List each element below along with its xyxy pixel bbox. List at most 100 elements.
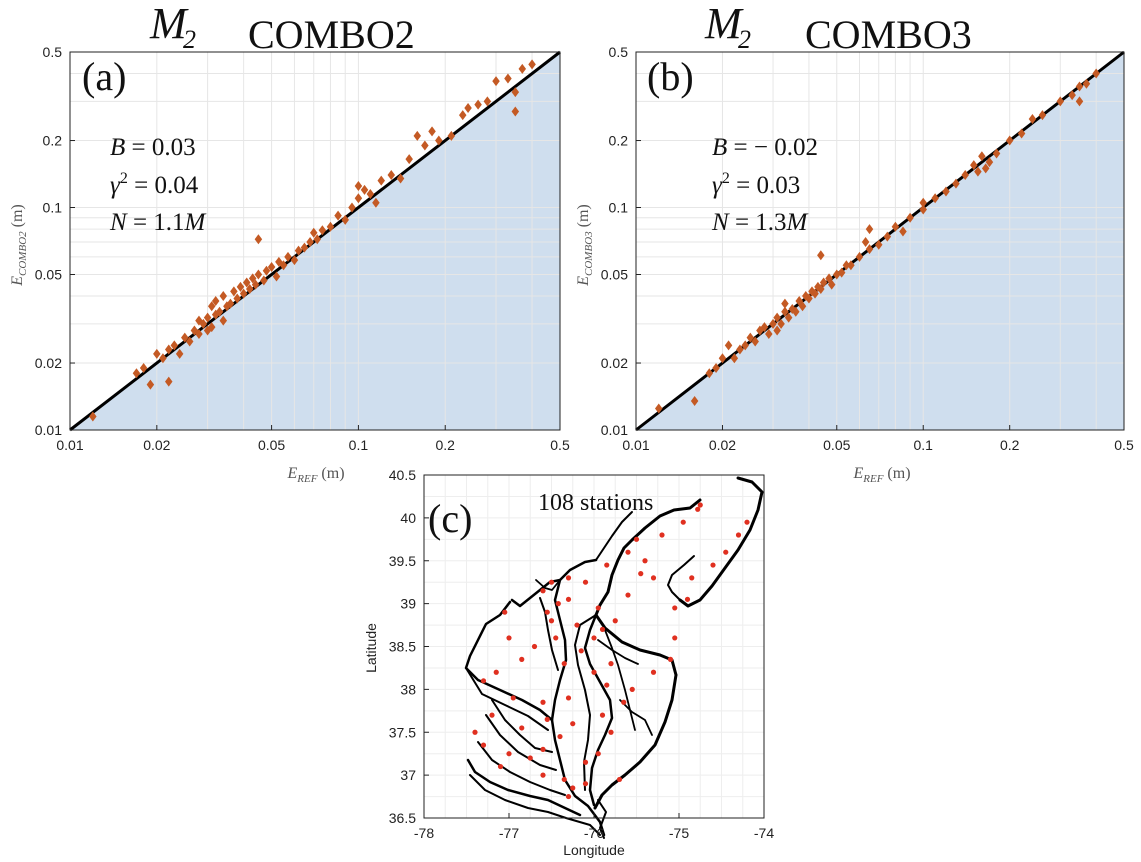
data-point	[992, 148, 1001, 159]
station-marker	[595, 605, 601, 611]
data-point	[906, 212, 914, 223]
panel-a-title-symbol: M	[149, 0, 189, 48]
data-point	[447, 130, 456, 141]
data-point	[309, 227, 318, 238]
data-point	[511, 106, 520, 117]
station-marker	[472, 729, 478, 735]
data-point	[254, 234, 263, 245]
data-point	[421, 140, 429, 151]
data-point	[777, 318, 785, 329]
station-marker	[659, 532, 665, 538]
map-station-count: 108 stations	[538, 490, 653, 516]
data-point	[262, 265, 271, 276]
data-point	[817, 284, 825, 295]
data-point	[248, 273, 257, 284]
data-point	[236, 281, 245, 292]
station-marker	[625, 549, 631, 555]
map-y-tick-label: 38	[400, 681, 416, 697]
x-tick-label: 0.2	[435, 437, 455, 453]
coastline-potomac-south	[465, 667, 549, 731]
panel-a-ylabel: ECOMBO2 (m)	[9, 204, 29, 287]
station-marker	[540, 588, 546, 594]
coastline-james-south	[469, 774, 601, 836]
data-point	[251, 279, 260, 290]
data-point	[153, 348, 161, 359]
y-tick-label: 0.5	[43, 44, 63, 60]
station-marker	[553, 635, 559, 641]
data-point	[474, 99, 482, 110]
data-point	[260, 275, 268, 286]
data-point	[817, 250, 825, 261]
data-point	[1082, 78, 1091, 89]
data-point	[267, 262, 276, 273]
map-y-tick-label: 39	[400, 596, 416, 612]
plot-frame	[635, 51, 1125, 431]
station-marker	[629, 686, 635, 692]
data-point	[985, 157, 994, 168]
data-point	[511, 87, 520, 98]
data-point	[811, 288, 819, 299]
station-marker	[544, 716, 550, 722]
station-marker	[667, 656, 674, 662]
map-y-tick-label: 40	[400, 510, 416, 526]
coastline-delmarva-bay	[583, 613, 614, 807]
panel-a-plot-area: 0.01 0.02 0.05 0.1 0.2 0.5 0.01 0.02 0.05 0.1 0.2 0…	[35, 44, 570, 453]
data-point	[366, 189, 375, 200]
panel-b-ylabel: ECOMBO3 (m)	[575, 204, 595, 287]
station-marker	[548, 618, 555, 624]
coastline-rappahannock-south	[485, 714, 557, 771]
map-x-tick-label: -76	[584, 825, 604, 841]
data-point	[741, 340, 749, 351]
station-marker	[574, 622, 580, 628]
data-point	[132, 368, 141, 379]
x-tick-label: 0.05	[258, 437, 285, 453]
data-point	[827, 279, 836, 290]
data-point	[792, 306, 800, 317]
station-marker	[565, 695, 572, 701]
coastline-york	[477, 741, 566, 796]
station-marker	[642, 558, 648, 564]
station-marker	[531, 643, 538, 650]
panel-a-title-name: COMBO2	[248, 12, 415, 57]
coastline-cape-charles	[597, 799, 607, 839]
data-point	[730, 353, 739, 364]
data-point	[690, 396, 699, 407]
data-point	[736, 344, 744, 355]
data-point	[139, 362, 148, 373]
station-marker	[544, 609, 550, 615]
panel-b-plot-area: 0.01 0.02 0.05 0.1 0.2 0.5 0.01 0.02 0.05 0.1 0.2 0…	[601, 44, 1134, 453]
station-marker	[565, 596, 572, 602]
data-point	[654, 403, 663, 414]
x-tick-label: 0.2	[1000, 437, 1020, 453]
station-marker	[680, 519, 686, 525]
station-marker	[710, 562, 716, 568]
data-point	[819, 277, 828, 288]
y-tick-label: 0.1	[609, 200, 629, 216]
coastline-choptank	[597, 639, 639, 665]
data-point	[211, 296, 220, 307]
data-point	[1092, 68, 1100, 79]
coastline	[464, 476, 764, 839]
station-marker	[595, 751, 601, 757]
map-y-tick-label: 37	[400, 767, 416, 783]
data-point	[341, 214, 349, 225]
station-marker	[695, 506, 701, 512]
station-marker	[608, 661, 614, 667]
map-x-tick-label: -77	[499, 825, 519, 841]
coastline-delaware-bay-east	[667, 555, 695, 601]
station-marker	[582, 759, 589, 765]
plot-frame	[69, 51, 561, 431]
data-point	[1028, 113, 1037, 124]
data-point	[170, 340, 179, 351]
station-marker	[548, 579, 555, 585]
map-ylabel: Latitude	[363, 623, 379, 673]
data-point	[518, 63, 527, 74]
data-point	[504, 73, 512, 84]
data-point	[861, 236, 870, 247]
station-marker	[561, 776, 567, 783]
panel-c-map: -78 -77 -76 -75 -74 36.5 37 37.5 38 38.5 39 39.5 40 4…	[363, 467, 774, 858]
station-marker	[744, 519, 750, 525]
data-point	[773, 325, 781, 336]
panel-a-stat-b: B = 0.03	[110, 134, 196, 161]
x-tick-label: 0.5	[550, 437, 570, 453]
